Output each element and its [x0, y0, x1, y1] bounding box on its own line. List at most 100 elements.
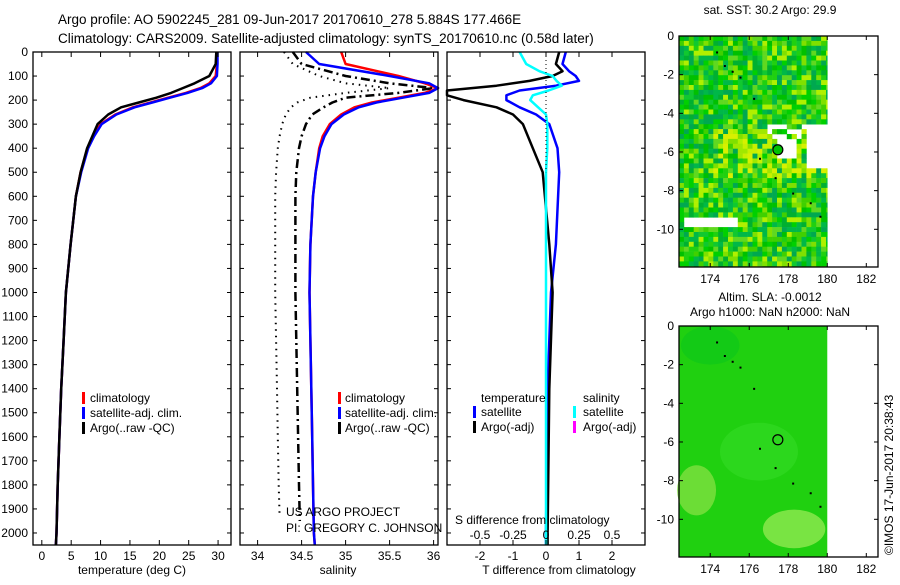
sst-cell [777, 236, 783, 243]
sst-cell [801, 187, 807, 194]
sst-cell [826, 70, 828, 76]
sst-cell [693, 124, 699, 130]
sst-cell [762, 40, 768, 47]
sst-cell [796, 85, 802, 91]
sst-cell [732, 168, 739, 174]
sst-cell [708, 256, 714, 262]
sst-cell [821, 232, 827, 238]
sst-cell [718, 232, 724, 238]
sst-cell [747, 119, 753, 125]
sst-cell [781, 241, 788, 247]
sst-cell [777, 70, 783, 76]
sst-cell [801, 222, 807, 228]
sst-cell [737, 227, 743, 233]
sst-cell [679, 246, 685, 252]
sst-cell [713, 129, 719, 135]
sst-cell [713, 236, 719, 243]
sst-cell [791, 124, 797, 130]
sst-cell [777, 168, 783, 174]
sst-cell [772, 109, 778, 115]
island-mark [716, 51, 719, 54]
lon-tick-label: 178 [778, 272, 798, 286]
sst-cell [786, 60, 792, 66]
sst-cell [713, 124, 719, 130]
sst-cell [688, 261, 694, 267]
sst-cell [791, 227, 797, 233]
x-tick-label: 0 [543, 549, 550, 563]
sst-cell [801, 75, 807, 81]
sst-cell [737, 261, 743, 267]
sst-cell [718, 227, 724, 233]
sst-cell [781, 75, 788, 81]
sst-cell [728, 40, 734, 47]
sst-cell [811, 173, 817, 179]
sst-cell [732, 256, 739, 262]
sst-cell [801, 236, 807, 243]
sst-cell [718, 246, 724, 252]
sst-cell [767, 192, 773, 198]
series-line-satellite-adj-clim- [305, 51, 440, 546]
sst-cell [728, 153, 734, 159]
sst-cell [772, 94, 778, 100]
sst-cell [713, 187, 719, 194]
sst-cell [762, 158, 768, 164]
sst-cell [826, 114, 828, 120]
sst-cell [698, 55, 704, 61]
sst-cell [781, 207, 788, 213]
sst-cell [728, 168, 734, 174]
sst-cell [737, 89, 743, 96]
sst-cell [757, 70, 763, 76]
sst-cell [742, 70, 748, 76]
sst-cell [811, 85, 817, 91]
sst-cell [816, 40, 822, 47]
sst-cell [713, 192, 719, 198]
sst-map-title: sat. SST: 30.2 Argo: 29.9 [704, 3, 837, 17]
sst-cell [767, 236, 773, 243]
sst-cell [718, 178, 724, 184]
sst-cell [786, 197, 792, 203]
sst-cell [806, 212, 812, 218]
sst-cell [811, 261, 817, 267]
sst-cell [683, 187, 690, 194]
sst-cell [683, 36, 690, 42]
sst-cell [811, 70, 817, 76]
sst-cell [698, 236, 704, 243]
sst-cell [826, 99, 828, 105]
sst-cell [757, 236, 763, 243]
legend-swatch-climatology [338, 392, 341, 404]
y-tick-label: 500 [8, 165, 28, 179]
sst-cell [777, 55, 783, 61]
sst-cell [737, 197, 743, 203]
lat-tick-label: -8 [663, 474, 674, 488]
sst-cell [742, 261, 748, 267]
sst-cell [777, 261, 783, 267]
sst-cell [683, 241, 690, 247]
sst-cell [732, 241, 739, 247]
sst-cell [811, 236, 817, 243]
sst-cell [703, 173, 709, 179]
sst-cell [742, 134, 748, 140]
sst-cell [777, 36, 783, 42]
sst-cell [688, 227, 694, 233]
sst-cell [742, 178, 748, 184]
sst-cell [732, 45, 739, 51]
sst-cell [816, 55, 822, 61]
sst-cell [796, 183, 802, 189]
sst-cell [718, 134, 724, 140]
sst-cell [679, 94, 685, 100]
sst-cell [737, 50, 743, 56]
sst-cell [698, 202, 704, 208]
sst-cell [821, 217, 827, 223]
sst-cell [683, 99, 690, 105]
sst-cell [806, 227, 812, 233]
sst-cell [728, 89, 734, 96]
sst-cell [718, 236, 724, 243]
sst-cell [772, 55, 778, 61]
sst-cell [757, 163, 763, 169]
lat-tick-label: 0 [667, 29, 674, 43]
sst-cell [791, 251, 797, 257]
sst-cell [801, 36, 807, 42]
sst-cell [767, 94, 773, 100]
sst-cell [747, 183, 753, 189]
sst-cell [786, 183, 792, 189]
